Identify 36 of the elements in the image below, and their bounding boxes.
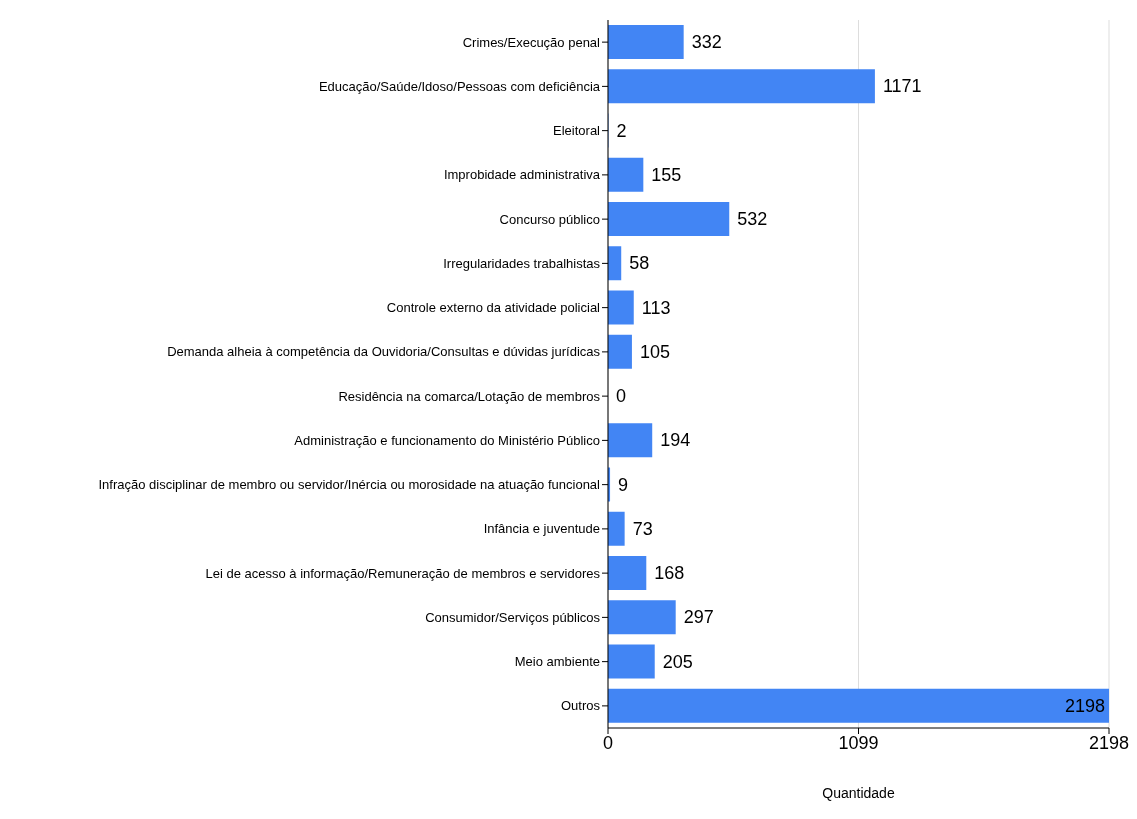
y-tick-label: Infância e juventude [483,521,600,537]
x-axis-title: Quantidade [822,785,895,801]
y-tick-label: Consumidor/Serviços públicos [425,609,601,625]
y-tick-label: Irregularidades trabalhistas [443,255,601,271]
y-tick-label: Controle externo da atividade policial [386,300,601,316]
y-tick-label: Administração e funcionamento do Ministério Público [294,432,600,448]
data-label: 332 [691,32,722,53]
x-tick-label: 2198 [1088,732,1130,753]
data-label: 205 [662,651,693,672]
data-label: 155 [651,164,682,185]
data-label: 105 [639,341,670,362]
y-tick-label: Outros [560,698,601,714]
data-label: 297 [683,607,714,628]
y-tick-label: Meio ambiente [514,654,600,670]
y-tick-label: Infração disciplinar de membro ou servidor/Inércia ou morosidade na atuação funcional [98,477,601,493]
data-label: 532 [737,209,768,230]
y-tick-label: Lei de acesso à informação/Remuneração de membros e servidores [205,565,601,581]
data-label: 0 [616,386,627,407]
data-label: 2198 [1064,695,1105,716]
y-tick-label: Eleitoral [553,123,601,139]
data-label: 73 [632,518,653,539]
x-tick-label: 1099 [838,732,879,753]
y-tick-label: Educação/Saúde/Idoso/Pessoas com deficiência [318,78,601,94]
data-label: 1171 [882,76,922,97]
data-label: 2 [616,120,627,141]
data-label: 58 [629,253,650,274]
data-label: 113 [641,297,671,318]
y-tick-label: Improbidade administrativa [443,167,601,183]
y-tick-label: Residência na comarca/Lotação de membros [338,388,601,404]
data-label: 9 [618,474,629,495]
data-label: 168 [654,563,685,584]
x-tick-label: 0 [602,732,614,753]
y-tick-label: Demanda alheia à competência da Ouvidoria/Consultas e dúvidas jurídicas [167,344,601,360]
y-tick-label: Concurso público [499,211,600,227]
y-tick-label: Crimes/Execução penal [462,34,601,50]
data-label: 194 [660,430,691,451]
